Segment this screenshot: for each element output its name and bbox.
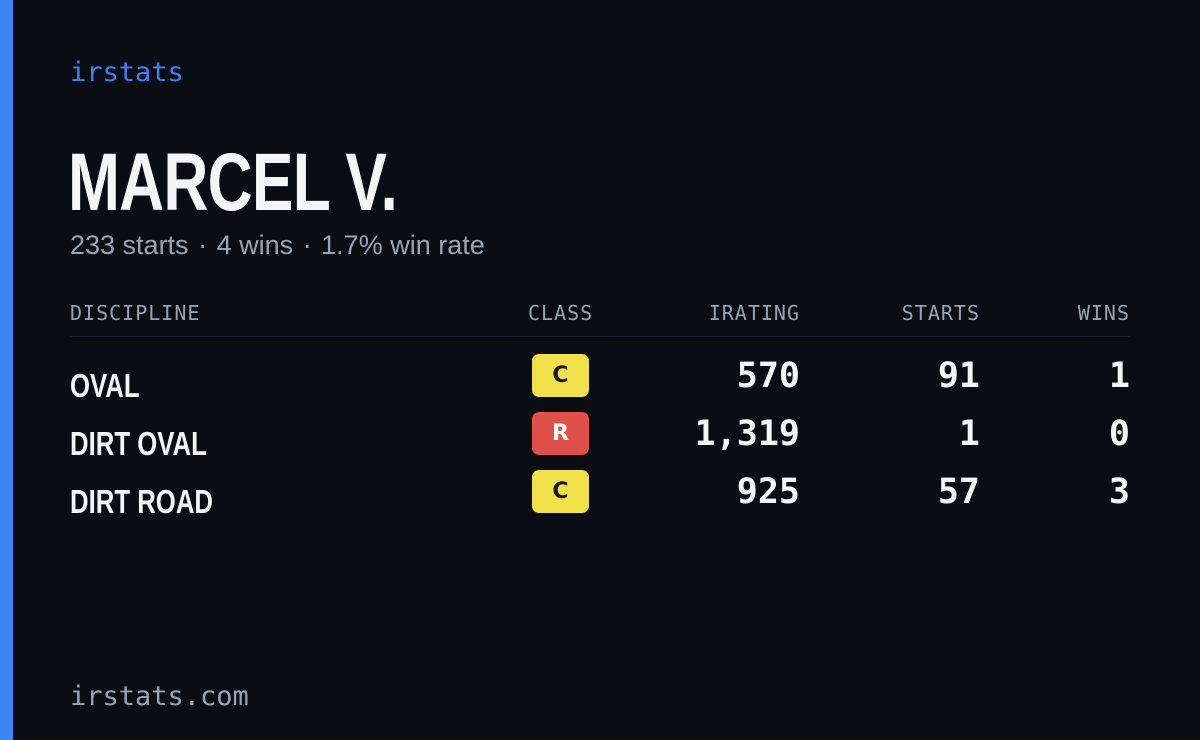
- table-row: OVAL C 570 91 1: [70, 354, 1130, 412]
- starts-summary: 233 starts: [70, 230, 189, 260]
- footer-domain-link[interactable]: irstats.com: [70, 681, 249, 712]
- class-badge: C: [532, 354, 589, 397]
- discipline-label: DIRT ROAD: [70, 483, 213, 520]
- irating-value: 570: [736, 356, 800, 396]
- class-badge: R: [532, 412, 589, 455]
- starts-value: 1: [958, 414, 980, 454]
- player-name: MARCEL V.: [68, 137, 398, 228]
- discipline-table: DISCIPLINE CLASS IRATING STARTS WINS OVA…: [70, 296, 1130, 528]
- table-row: DIRT OVAL R 1,319 1 0: [70, 412, 1130, 470]
- starts-value: 91: [937, 356, 980, 396]
- irating-value: 925: [736, 472, 800, 512]
- win-rate-summary: 1.7% win rate: [321, 230, 485, 260]
- header-discipline: DISCIPLINE: [70, 301, 201, 325]
- summary-separator: ·: [198, 230, 208, 260]
- brand-logo[interactable]: irstats: [70, 57, 184, 88]
- discipline-label: DIRT OVAL: [70, 425, 207, 462]
- wins-value: 1: [1108, 356, 1130, 396]
- table-body: OVAL C 570 91 1 DIRT OVAL R 1,319 1 0 DI…: [70, 337, 1130, 528]
- wins-summary: 4 wins: [216, 230, 294, 260]
- header-starts: STARTS: [901, 301, 980, 325]
- table-header: DISCIPLINE CLASS IRATING STARTS WINS: [70, 296, 1130, 337]
- summary-separator: ·: [302, 230, 312, 260]
- wins-value: 0: [1108, 414, 1130, 454]
- header-irating: IRATING: [708, 301, 800, 325]
- starts-value: 57: [937, 472, 980, 512]
- header-class: CLASS: [528, 301, 594, 325]
- wins-value: 3: [1108, 472, 1130, 512]
- table-row: DIRT ROAD C 925 57 3: [70, 470, 1130, 528]
- header-wins: WINS: [1077, 301, 1130, 325]
- class-badge: C: [532, 470, 589, 513]
- discipline-label: OVAL: [70, 367, 140, 404]
- irating-value: 1,319: [694, 414, 800, 454]
- accent-bar: [0, 0, 13, 740]
- player-summary: 233 starts · 4 wins · 1.7% win rate: [70, 228, 485, 262]
